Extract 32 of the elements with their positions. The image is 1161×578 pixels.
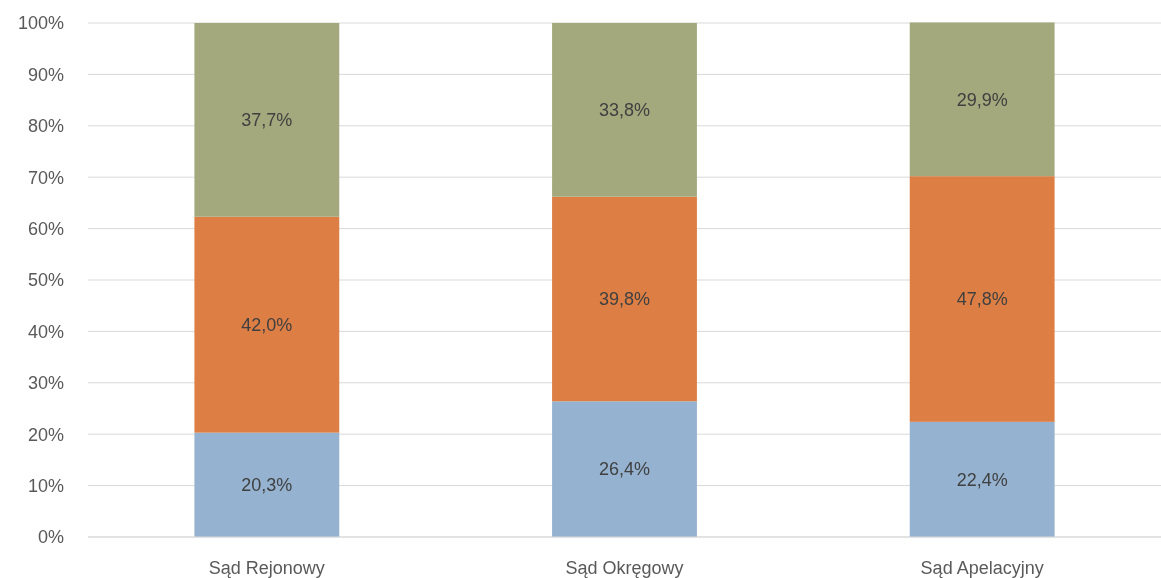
y-tick-label: 30% xyxy=(27,373,64,394)
bar xyxy=(552,196,697,402)
data-label: 37,7% xyxy=(241,110,293,131)
y-tick-label: 0% xyxy=(37,527,64,548)
y-tick-label: 10% xyxy=(27,475,64,496)
data-label: 22,4% xyxy=(956,469,1008,490)
x-tick-label: Sąd Rejonowy xyxy=(208,558,325,578)
x-tick-label: Sąd Apelacyjny xyxy=(920,558,1044,578)
y-tick-label: 40% xyxy=(27,321,64,342)
bar xyxy=(909,22,1055,177)
bar xyxy=(552,401,697,537)
y-tick-label: 100% xyxy=(17,13,64,34)
bar xyxy=(552,23,697,197)
y-tick-label: 20% xyxy=(27,424,64,445)
bar xyxy=(909,176,1055,422)
data-label: 20,3% xyxy=(241,475,293,496)
bar xyxy=(194,216,340,433)
data-label: 42,0% xyxy=(241,315,293,336)
data-label: 26,4% xyxy=(598,459,651,480)
x-tick-label: Sąd Okręgowy xyxy=(565,558,684,578)
y-tick-label: 60% xyxy=(27,218,64,239)
bar xyxy=(909,421,1055,537)
y-tick-label: 90% xyxy=(27,64,64,85)
y-tick-label: 80% xyxy=(27,116,64,137)
data-label: 29,9% xyxy=(956,89,1008,110)
data-label: 47,8% xyxy=(956,289,1008,310)
y-tick-label: 50% xyxy=(27,270,64,291)
y-tick-label: 70% xyxy=(27,167,64,188)
data-label: 39,8% xyxy=(598,289,651,310)
data-label: 33,8% xyxy=(598,100,651,121)
bar xyxy=(194,432,340,537)
bar xyxy=(194,23,340,217)
